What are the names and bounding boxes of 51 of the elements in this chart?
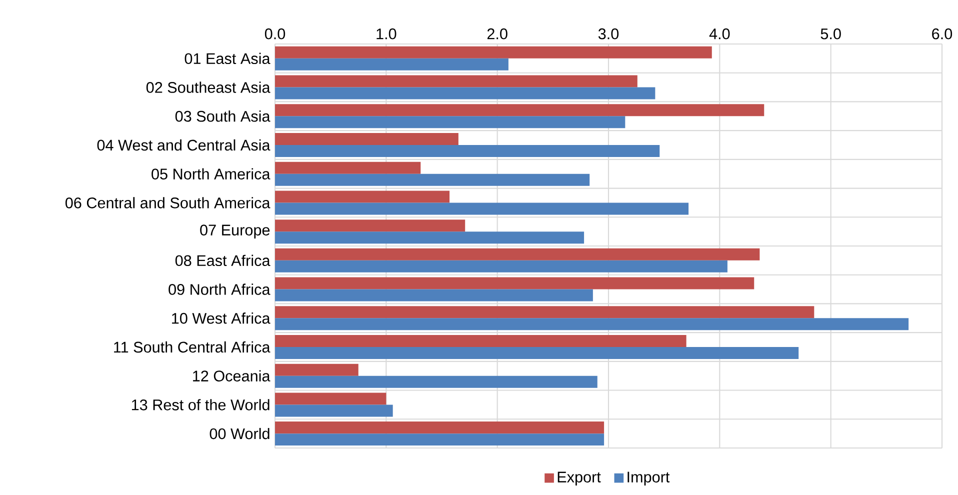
- bar: [275, 306, 814, 318]
- bar: [275, 116, 626, 128]
- bar: [275, 58, 508, 70]
- bar: [275, 422, 604, 434]
- bar: [275, 220, 466, 232]
- bar: [275, 174, 590, 186]
- y-tick-label: 01 East Asia: [184, 52, 270, 64]
- bar: [275, 376, 598, 388]
- bar: [275, 87, 656, 100]
- legend-label: Export: [558, 472, 601, 486]
- y-tick-label: 06 Central and South America: [65, 197, 270, 208]
- y-tick-label: 10 West Africa: [172, 312, 270, 324]
- bar: [275, 392, 386, 405]
- bar: [275, 46, 712, 58]
- x-tick-label: 2.0: [487, 28, 508, 40]
- bar: [275, 346, 799, 359]
- bar: [275, 289, 593, 302]
- y-tick-label: 07 Europe: [200, 224, 270, 239]
- bar: [275, 132, 458, 145]
- y-tick-label: 13 Rest of the World: [132, 399, 270, 410]
- bar: [275, 162, 421, 174]
- y-tick-label: 12 Oceania: [193, 370, 270, 382]
- bar: [275, 190, 450, 203]
- y-tick-label: 02 Southeast Asia: [146, 82, 270, 93]
- bar: [275, 404, 393, 417]
- x-tick-label: 4.0: [709, 28, 730, 40]
- y-tick-label: 00 World: [210, 428, 270, 440]
- bar: [275, 277, 754, 290]
- bar: [275, 334, 686, 347]
- bar: [275, 318, 909, 330]
- bar: [275, 248, 760, 260]
- y-tick-label: 11 South Central Africa: [114, 341, 270, 353]
- bar: [275, 202, 689, 215]
- bar: [275, 260, 728, 272]
- x-tick-label: 5.0: [820, 28, 841, 40]
- bar: [275, 75, 638, 88]
- bar: [275, 364, 358, 376]
- bar: [275, 104, 764, 116]
- x-tick-label: 1.0: [376, 28, 396, 40]
- y-tick-label: 08 East Africa: [175, 254, 270, 266]
- bar: [275, 434, 604, 446]
- x-tick-label: 0.0: [264, 28, 286, 40]
- bar: [275, 232, 584, 244]
- y-tick-label: 04 West and Central Asia: [97, 139, 270, 151]
- y-tick-label: 05 North America: [152, 168, 270, 180]
- x-tick-label: 6.0: [932, 28, 952, 40]
- legend-label: Import: [628, 472, 670, 486]
- x-tick-label: 3.0: [598, 28, 619, 40]
- y-tick-label: 03 South Asia: [175, 110, 270, 122]
- bar: [275, 144, 660, 157]
- y-tick-label: 09 North Africa: [168, 284, 270, 295]
